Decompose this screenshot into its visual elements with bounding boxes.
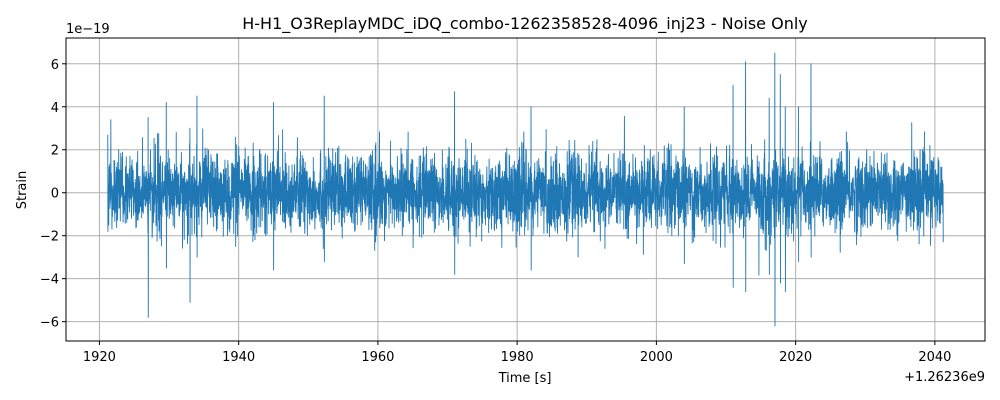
plot-area (107, 52, 944, 327)
y-tick-label: −2 (40, 230, 59, 245)
x-offset-label: +1.26236e9 (904, 370, 985, 385)
y-tick-label: 0 (51, 187, 59, 202)
y-tick-label: −4 (40, 273, 59, 288)
y-tick-label: 6 (51, 58, 59, 73)
x-tick-label: 1940 (222, 350, 255, 365)
y-axis: −6 −4 −2 0 2 4 6 (40, 58, 66, 331)
y-multiplier-label: 1e−19 (66, 22, 110, 37)
chart-title: H-H1_O3ReplayMDC_iDQ_combo-1262358528-40… (242, 14, 808, 34)
x-axis: 1920 1940 1960 1980 2000 2020 2040 (83, 341, 951, 365)
x-tick-label: 1920 (83, 350, 116, 365)
y-tick-label: −6 (40, 316, 59, 331)
x-tick-label: 2040 (918, 350, 951, 365)
axes-frame (65, 37, 986, 342)
x-tick-label: 1980 (501, 350, 534, 365)
x-tick-label: 2020 (779, 350, 812, 365)
x-tick-label: 1960 (361, 350, 394, 365)
strain-series-line (107, 52, 944, 327)
x-axis-title: Time [s] (498, 371, 552, 386)
x-tick-label: 2000 (640, 350, 673, 365)
y-axis-title: Strain (15, 171, 30, 210)
y-tick-label: 4 (51, 101, 59, 116)
y-tick-label: 2 (51, 144, 59, 159)
